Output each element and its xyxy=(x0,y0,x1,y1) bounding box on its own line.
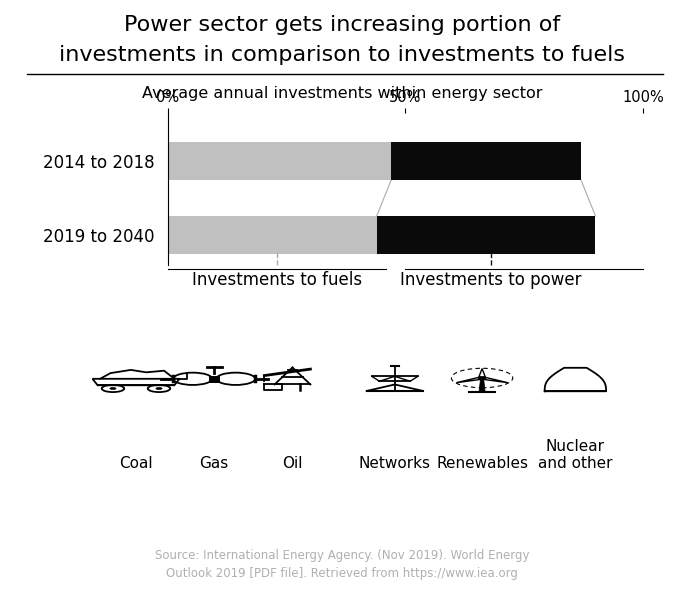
Polygon shape xyxy=(479,369,486,378)
Polygon shape xyxy=(479,379,485,392)
Circle shape xyxy=(156,387,162,390)
Bar xyxy=(377,216,595,255)
Text: Coal: Coal xyxy=(119,456,153,471)
Text: Renewables: Renewables xyxy=(436,456,528,471)
Text: Power sector gets increasing portion of: Power sector gets increasing portion of xyxy=(124,15,560,35)
Text: Nuclear
and other: Nuclear and other xyxy=(538,439,613,471)
Text: Average annual investments within energy sector: Average annual investments within energy… xyxy=(142,86,542,101)
Polygon shape xyxy=(480,377,508,383)
Text: investments in comparison to investments to fuels: investments in comparison to investments… xyxy=(59,45,625,65)
Text: Source: International Energy Agency. (Nov 2019). World Energy
Outlook 2019 [PDF : Source: International Energy Agency. (No… xyxy=(155,549,529,580)
Text: Investments to fuels: Investments to fuels xyxy=(192,271,362,289)
Bar xyxy=(391,142,581,180)
Text: Investments to power: Investments to power xyxy=(400,271,581,289)
Circle shape xyxy=(479,377,486,379)
Bar xyxy=(168,142,391,180)
Circle shape xyxy=(110,387,116,390)
Bar xyxy=(168,216,377,255)
Polygon shape xyxy=(456,377,484,383)
Text: Gas: Gas xyxy=(200,456,229,471)
Text: Networks: Networks xyxy=(359,456,431,471)
Text: Oil: Oil xyxy=(282,456,303,471)
